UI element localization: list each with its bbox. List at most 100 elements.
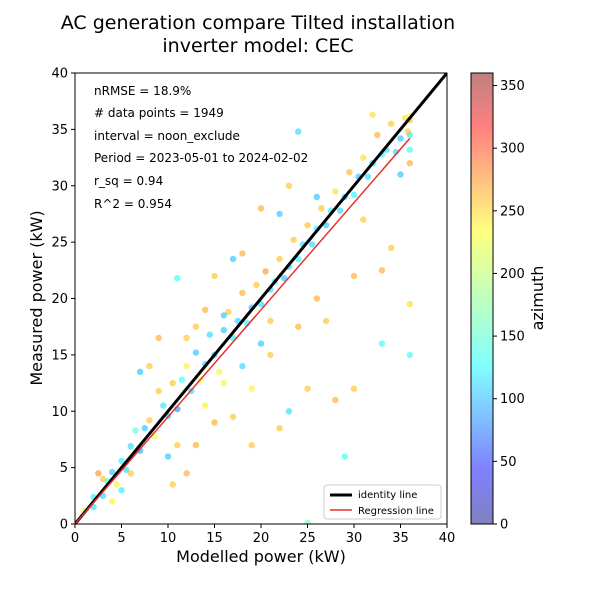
data-point: [388, 244, 395, 251]
x-tick-label: 35: [392, 531, 409, 546]
data-point: [374, 131, 381, 139]
data-point: [113, 481, 121, 488]
data-point: [155, 387, 162, 395]
data-point: [304, 385, 311, 392]
data-point: [160, 402, 167, 409]
data-point: [146, 362, 153, 370]
data-point: [141, 425, 148, 432]
data-point: [211, 272, 218, 280]
data-point: [281, 275, 288, 282]
data-point: [109, 498, 116, 505]
data-point: [229, 255, 237, 263]
data-point: [406, 146, 413, 153]
data-point: [406, 300, 413, 308]
data-point: [127, 443, 134, 450]
data-point: [174, 441, 181, 449]
data-point: [257, 205, 265, 212]
legend: identity line Regression line: [323, 484, 442, 520]
data-point: [285, 408, 293, 415]
data-point: [290, 236, 297, 244]
data-point: [239, 250, 246, 257]
data-point: [192, 323, 200, 330]
data-point: [95, 470, 102, 477]
data-point: [308, 241, 316, 248]
data-point: [378, 340, 386, 347]
data-point: [318, 205, 325, 212]
colorbar-tick-label: 0: [500, 518, 508, 533]
data-point: [248, 385, 255, 392]
data-point: [178, 376, 186, 383]
colorbar-tick-label: 200: [500, 267, 525, 282]
fit-lines: [75, 73, 447, 524]
data-point: [229, 413, 237, 421]
data-point: [295, 128, 302, 135]
data-point: [276, 210, 283, 218]
data-point: [211, 419, 218, 426]
stat-interval: interval = noon_exclude: [94, 129, 240, 143]
data-point: [257, 340, 265, 347]
x-tick-label: 40: [439, 531, 456, 546]
colorbar-tick-label: 100: [500, 392, 525, 407]
stat-period: Period = 2023-05-01 to 2024-02-02: [94, 151, 308, 165]
data-point: [332, 188, 339, 195]
data-point: [332, 396, 339, 404]
stat-nrmse: nRMSE = 18.9%: [94, 84, 191, 98]
stat-r-sq: r_sq = 0.94: [94, 174, 163, 188]
data-point: [109, 468, 116, 476]
data-point: [285, 182, 293, 189]
data-point: [404, 128, 412, 135]
colorbar-label: azimuth: [528, 266, 547, 331]
data-point: [350, 272, 358, 280]
x-axis-label: Modelled power (kW): [176, 547, 346, 566]
data-point: [174, 275, 181, 282]
data-point: [262, 268, 269, 275]
data-point: [388, 120, 395, 127]
data-point: [341, 453, 348, 460]
y-tick-label: 25: [51, 236, 68, 251]
colorbar: 0 50 100 150 200 250 300 350 azimuth: [470, 72, 547, 533]
x-tick-label: 15: [206, 531, 223, 546]
data-point: [206, 331, 213, 338]
data-point: [118, 457, 125, 465]
data-point: [183, 470, 190, 477]
data-point: [397, 135, 404, 142]
data-point: [202, 306, 209, 313]
y-tick-label: 40: [51, 67, 68, 82]
data-point: [295, 323, 302, 330]
data-point: [322, 317, 330, 325]
x-tick-label: 10: [160, 531, 177, 546]
data-point: [304, 519, 311, 524]
data-point: [220, 379, 227, 387]
data-point: [192, 349, 200, 356]
data-point: [350, 385, 358, 392]
colorbar-tick-label: 150: [500, 330, 525, 345]
data-point: [136, 368, 144, 375]
chart-title-line-1: AC generation compare Tilted installatio…: [61, 12, 455, 34]
data-point: [369, 111, 376, 118]
data-point: [313, 295, 320, 302]
data-point: [164, 453, 172, 460]
legend-regression-label: Regression line: [358, 506, 434, 517]
data-point: [220, 312, 227, 319]
y-tick-label: 5: [60, 461, 68, 476]
x-axis-ticks: 0 5 10 15 20 25 30 35 40: [71, 524, 455, 546]
data-point: [406, 160, 413, 167]
y-tick-label: 30: [51, 179, 68, 194]
data-point: [216, 368, 223, 375]
data-point: [183, 334, 190, 342]
data-point: [99, 475, 107, 483]
data-point: [155, 334, 162, 342]
data-point: [183, 362, 190, 370]
data-point: [118, 487, 125, 494]
data-point: [127, 470, 134, 477]
data-point: [220, 326, 227, 334]
stat-r2: R^2 = 0.954: [94, 197, 172, 211]
identity-line: [75, 73, 447, 524]
chart-title-line-2: inverter model: CEC: [162, 35, 353, 57]
colorbar-tick-label: 50: [500, 455, 517, 470]
data-point: [239, 289, 246, 297]
y-tick-label: 10: [51, 405, 68, 420]
data-point: [132, 427, 139, 434]
stats-annotations: nRMSE = 18.9% # data points = 1949 inter…: [94, 84, 308, 211]
